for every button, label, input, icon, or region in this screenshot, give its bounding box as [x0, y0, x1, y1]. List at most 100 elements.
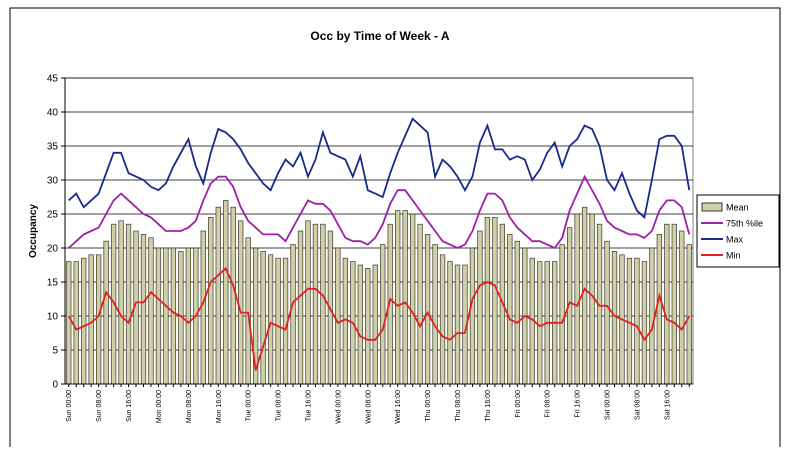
bar	[402, 210, 408, 385]
bar	[395, 210, 401, 385]
bar	[95, 254, 102, 385]
bar	[417, 223, 423, 385]
line-series	[67, 266, 691, 371]
y-tick-label: 10	[47, 312, 59, 323]
bar	[432, 244, 438, 385]
x-tick-label: Thu 16:00	[485, 390, 492, 422]
bar	[641, 261, 648, 385]
bar	[245, 237, 251, 385]
bar	[454, 264, 461, 385]
y-tick-label: 45	[47, 74, 59, 85]
bar	[200, 230, 206, 385]
legend-label: Min	[726, 251, 741, 261]
bar	[649, 247, 655, 385]
y-tick-label: 35	[47, 142, 59, 153]
bar	[447, 261, 453, 385]
bar	[537, 261, 543, 385]
bar	[66, 261, 72, 385]
x-tick-label: Fri 16:00	[575, 390, 582, 418]
bar	[103, 240, 109, 385]
x-tick-label: Wed 08:00	[365, 390, 372, 424]
x-tick-label: Sun 00:00	[66, 390, 73, 422]
bar	[290, 244, 296, 385]
bar	[215, 206, 221, 385]
y-tick-label: 30	[47, 176, 59, 187]
bar	[380, 244, 386, 385]
legend-label: 75th %ile	[726, 219, 763, 229]
bar	[208, 217, 214, 385]
chart-title: Occ by Time of Week - A	[310, 29, 449, 43]
line-series	[68, 117, 691, 220]
bar	[163, 247, 169, 385]
bar	[148, 237, 154, 385]
bar	[335, 247, 341, 385]
x-tick-label: Sun 16:00	[126, 390, 133, 422]
bar	[238, 220, 244, 385]
bar	[275, 257, 281, 385]
y-tick-label: 40	[47, 108, 59, 119]
x-tick-label: Fri 00:00	[515, 390, 522, 418]
bar	[664, 223, 670, 385]
bar	[170, 247, 177, 385]
bar	[312, 223, 319, 385]
bar	[507, 234, 513, 385]
x-tick-label: Sat 00:00	[605, 390, 612, 420]
bar	[656, 234, 663, 385]
bar	[118, 220, 124, 385]
bar	[185, 247, 192, 385]
legend-label: Max	[726, 235, 744, 245]
bar	[297, 230, 304, 385]
bar	[320, 223, 326, 385]
bar	[155, 247, 162, 385]
x-tick-label: Sat 16:00	[664, 390, 671, 420]
bar	[424, 234, 431, 385]
bar	[125, 223, 132, 385]
bar	[365, 268, 371, 385]
bar	[81, 257, 87, 385]
bar	[260, 251, 266, 385]
x-tick-label: Sat 08:00	[634, 390, 641, 420]
bar	[372, 264, 378, 385]
bar	[634, 257, 640, 385]
y-tick-label: 0	[52, 380, 58, 391]
x-tick-label: Wed 16:00	[395, 390, 402, 424]
bar	[267, 254, 274, 385]
bar	[88, 254, 94, 385]
bar	[140, 234, 147, 385]
legend: Mean 75th %ile Max Min	[696, 194, 780, 268]
bar	[492, 217, 498, 385]
y-tick-label: 25	[47, 210, 59, 221]
x-tick-label: Tue 16:00	[305, 390, 312, 421]
bar	[477, 230, 483, 385]
bar	[679, 230, 685, 385]
x-tick-label: Thu 00:00	[425, 390, 432, 422]
y-axis-label: Occupancy	[28, 204, 39, 258]
bar	[73, 261, 79, 385]
bar	[409, 213, 416, 385]
bar	[357, 264, 363, 385]
x-tick-label: Sun 08:00	[96, 390, 103, 422]
bar	[305, 220, 311, 385]
bar	[574, 213, 580, 385]
bar	[439, 254, 446, 385]
x-tick-label: Fri 08:00	[545, 390, 552, 418]
bar	[469, 247, 476, 385]
legend-swatch	[701, 202, 723, 212]
x-tick-label: Mon 00:00	[156, 390, 163, 423]
bar	[514, 240, 520, 385]
x-tick-label: Mon 16:00	[216, 390, 223, 423]
bar	[223, 200, 229, 385]
x-tick-label: Thu 08:00	[455, 390, 462, 422]
y-tick-label: 20	[47, 244, 59, 255]
bar	[559, 244, 565, 385]
x-tick-label: Mon 08:00	[186, 390, 193, 423]
bar	[671, 223, 677, 385]
line-series	[68, 174, 691, 250]
x-tick-label: Tue 00:00	[246, 390, 253, 421]
y-tick-label: 15	[47, 278, 59, 289]
bar	[686, 244, 692, 385]
bar	[484, 217, 491, 385]
x-tick-label: Wed 00:00	[335, 390, 342, 424]
legend-label: Mean	[726, 203, 749, 213]
